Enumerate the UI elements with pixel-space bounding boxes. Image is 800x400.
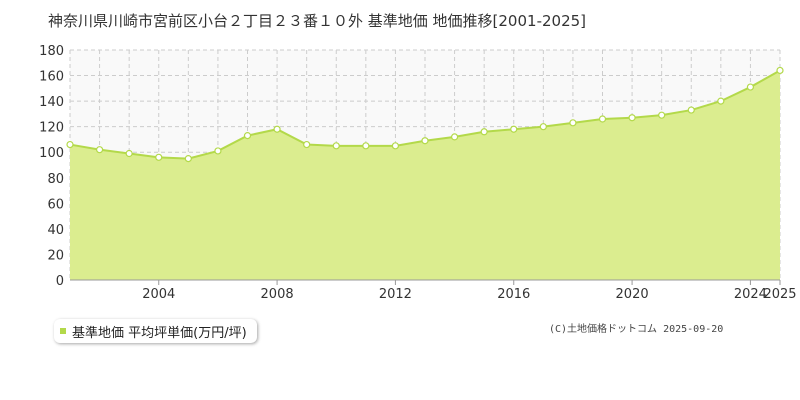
data-point [95,146,104,154]
data-point [450,133,459,141]
y-tick-label: 160 [39,70,64,85]
data-point [717,97,725,105]
data-point [332,142,340,150]
x-tick-label: 2008 [261,287,294,302]
data-point [155,153,163,161]
data-point [391,142,400,150]
data-point [243,132,252,140]
data-point [687,106,695,114]
x-tick-label: 2020 [616,287,649,302]
x-tick-label: 2012 [379,287,412,302]
data-point [184,155,192,163]
credit-text: (C)土地価格ドットコム 2025-09-20 [549,324,724,335]
data-point [628,114,636,122]
data-point [598,115,607,123]
series-points [66,66,784,163]
data-point [776,66,784,75]
series-area [70,70,780,280]
y-tick-label: 0 [56,274,64,289]
data-point [303,140,311,149]
data-point [421,137,429,145]
data-point [658,111,666,119]
data-point [480,128,488,136]
data-point [66,140,74,149]
y-axis-tick-labels: 0 20 40 60 80 100 120 140 160 180 [39,44,64,289]
x-tick-label: 2016 [497,287,530,302]
data-point [539,123,547,131]
x-tick-label: 2004 [142,287,175,302]
y-tick-label: 120 [39,121,64,136]
y-tick-label: 180 [39,44,64,59]
data-point [125,149,133,158]
y-tick-label: 20 [47,248,64,263]
data-point [510,125,518,133]
y-tick-label: 40 [47,223,64,238]
x-tick-label: 2024 [734,287,767,302]
y-tick-label: 60 [47,197,64,212]
data-point [746,83,755,91]
y-tick-label: 100 [39,146,64,161]
chart-title: 神奈川県川崎市宮前区小台２丁目２３番１０外 基準地価 地価推移[2001-202… [48,12,587,30]
data-point [273,125,281,133]
data-point [214,147,222,155]
y-tick-label: 140 [39,95,64,110]
y-tick-label: 80 [47,172,64,187]
legend-label: 基準地価 平均坪単価(万円/坪) [72,325,247,341]
legend-swatch [60,328,66,334]
x-tick-label: 2025 [763,287,796,302]
legend: 基準地価 平均坪単価(万円/坪) [54,319,257,343]
data-point [569,119,577,127]
data-point [362,142,370,150]
